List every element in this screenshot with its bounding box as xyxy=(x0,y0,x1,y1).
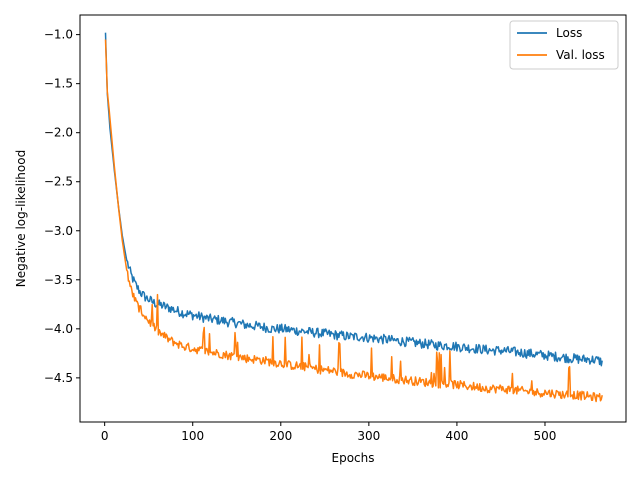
series-line-loss xyxy=(104,32,603,367)
y-axis-label: Negative log-likelihood xyxy=(14,150,28,287)
plot-frame xyxy=(79,14,627,423)
y-tick-label: −2.5 xyxy=(44,175,73,189)
x-tick-label: 100 xyxy=(181,429,204,443)
x-tick-label: 400 xyxy=(445,429,468,443)
legend-label-val-loss: Val. loss xyxy=(556,48,605,62)
x-tick-label: 300 xyxy=(357,429,380,443)
x-axis: 0 100 200 300 400 500 xyxy=(101,422,557,443)
series-layer xyxy=(104,32,603,403)
x-tick-label: 0 xyxy=(101,429,109,443)
y-tick-label: −4.0 xyxy=(44,322,73,336)
x-tick-label: 200 xyxy=(269,429,292,443)
plot-background xyxy=(80,15,626,422)
y-tick-label: −2.0 xyxy=(44,126,73,140)
y-tick-label: −4.5 xyxy=(44,371,73,385)
series-line-val-loss xyxy=(104,39,603,403)
y-axis: −1.0 −1.5 −2.0 −2.5 −3.0 −3.5 −4.0 −4.5 xyxy=(44,28,80,385)
y-tick-label: −1.5 xyxy=(44,77,73,91)
legend: Loss Val. loss xyxy=(509,20,619,70)
x-axis-label: Epochs xyxy=(332,451,375,465)
x-tick-label: 500 xyxy=(534,429,557,443)
y-tick-label: −3.5 xyxy=(44,273,73,287)
legend-label-loss: Loss xyxy=(556,26,582,40)
y-tick-label: −3.0 xyxy=(44,224,73,238)
y-tick-label: −1.0 xyxy=(44,28,73,42)
